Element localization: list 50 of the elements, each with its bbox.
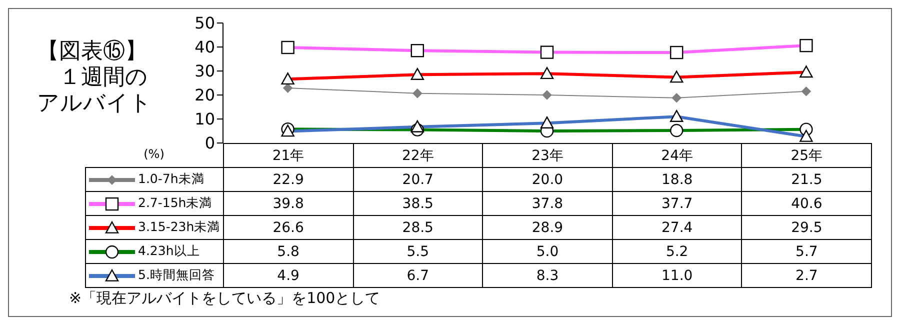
data-label: 37.7 [612,191,742,216]
data-label: 5.7 [741,239,872,264]
data-label: 5.5 [352,239,484,264]
data-label: 37.8 [482,191,613,216]
data-label: 28.5 [352,215,484,240]
point [802,86,811,96]
data-label: 22.9 [223,167,354,192]
y-tick-label: 30 [194,62,215,81]
data-label: 5.0 [482,239,613,264]
data-label: 11.0 [612,263,742,288]
data-label: 20.0 [482,167,613,192]
legend-label: 2.7-15h未満 [138,195,212,212]
data-label: 26.6 [223,215,354,240]
x-tick-label: 23年 [482,143,613,168]
y-axis-title: (%) [144,147,164,161]
data-label: 5.8 [223,239,354,264]
data-label: 5.2 [612,239,742,264]
data-label: 39.8 [223,191,354,216]
data-label: 29.5 [741,215,872,240]
data-label: 28.9 [482,215,613,240]
x-tick-label: 24年 [612,143,742,168]
data-label: 6.7 [352,263,484,288]
y-tick-label: 40 [194,38,215,57]
y-tick-label: 10 [194,110,215,129]
data-label: 20.7 [352,167,484,192]
text: １週間のアルバイト [37,65,153,117]
text: 【図表⑮】 [37,39,147,65]
data-label: 18.8 [612,167,742,192]
x-tick-label: 21年 [223,143,354,168]
data-label: 27.4 [612,215,742,240]
point [412,88,422,98]
y-tick-label: 0 [204,134,215,153]
data-label: 40.6 [741,191,872,216]
x-tick-label: 25年 [741,143,872,168]
legend-label: 5.時間無回答 [138,267,215,284]
y-tick-label: 20 [194,86,215,105]
text: ※「現在アルバイトをしている」を100として [69,289,380,308]
point [672,93,682,103]
point [542,90,552,100]
y-tick-label: 50 [194,14,215,33]
legend-label: 1.0-7h未満 [138,171,204,188]
data-label: 4.9 [223,263,354,288]
legend-label: 4.23h以上 [138,243,200,260]
data-label: 21.5 [741,167,872,192]
point [283,83,292,93]
x-tick-label: 22年 [352,143,484,168]
data-label: 2.7 [741,263,872,288]
legend-label: 3.15-23h未満 [138,219,220,236]
data-label: 38.5 [352,191,484,216]
data-label: 8.3 [482,263,613,288]
